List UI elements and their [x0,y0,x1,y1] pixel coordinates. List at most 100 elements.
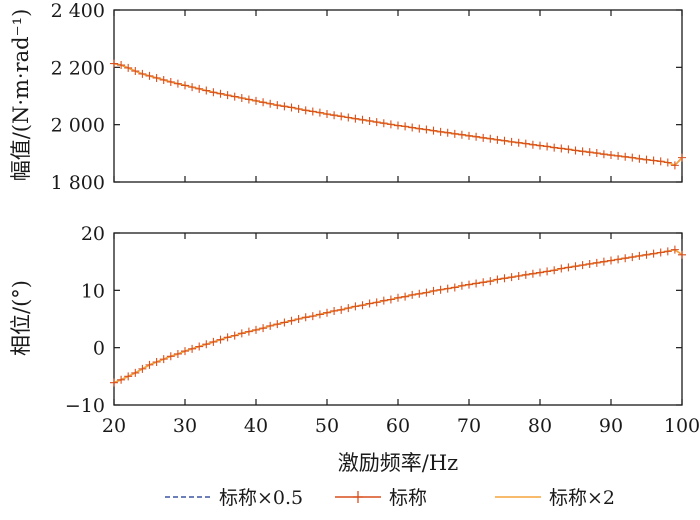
phase-series-nominal-point [571,262,580,271]
magnitude-series-nominal-point [131,67,140,76]
magnitude-series-nominal-point [138,69,147,78]
phase-series-nominal-point [635,251,644,260]
phase-series-nominal-point [216,335,225,344]
magnitude-series-nominal-point [486,134,495,143]
magnitude-series-nominal-point [550,143,559,152]
magnitude-y-tick-label: 2 400 [51,0,105,22]
x-tick-label: 70 [457,415,481,437]
phase-series-nominal-point [422,288,431,297]
phase-series-nominal-point [479,278,488,287]
phase-series-nominal-point [614,255,623,264]
phase-series-nominal-point [550,266,559,275]
magnitude-series-nominal-point [656,157,665,166]
magnitude-series-nominal-point [202,86,211,95]
magnitude-series-nominal-point [365,116,374,125]
magnitude-series-nominal-point [166,77,175,86]
magnitude-panel: 幅值/(N·m·rad⁻¹) 1 800 2 000 2 200 2 400 [9,0,686,194]
magnitude-series-nominal-point [379,119,388,128]
phase-series-nominal-point [152,358,161,366]
phase-series-nominal-point [252,325,260,334]
magnitude-series-nominal-point [607,151,615,160]
phase-series-nominal-point [507,273,516,282]
x-tick-label: 80 [528,415,552,437]
magnitude-series-nominal-point [649,156,658,165]
magnitude-series-nominal-point [308,107,317,116]
magnitude-series-nominal-point [330,111,339,120]
phase-series-nominal-point [173,349,182,358]
phase-series-nominal-point [521,270,530,279]
phase-series-nominal-point [656,248,665,257]
x-tick-label: 90 [599,415,623,437]
phase-plot-frame [113,232,683,406]
phase-y-tick-label: 0 [93,338,105,360]
magnitude-series-nominal-point [429,126,438,135]
magnitude-series-nominal-point [592,149,601,158]
magnitude-series-nominal-point [443,128,452,137]
phase-series-nominal-point [649,249,658,258]
magnitude-series-nominal-point [401,122,410,131]
magnitude-series-nominal-point [287,103,296,112]
phase-series-nominal-point [230,331,239,340]
phase-series-nominal-point [138,364,147,373]
phase-series-nominal-point [365,299,374,308]
legend-marker-nominal [353,491,363,503]
phase-series-nominal-point [181,347,189,356]
phase-series-nominal-point [131,368,140,377]
magnitude-series-nominal-point [521,139,530,148]
phase-series-nominal-point [493,275,502,284]
phase-series-nominal-point [266,321,275,330]
magnitude-series-nominal-point [642,155,651,164]
magnitude-series-nominal-point [152,73,161,82]
phase-series-nominal-point [472,279,481,288]
x-tick-label: 40 [244,415,268,437]
phase-series-nominal-point [259,324,268,333]
legend-label-nominal-x05: 标称×0.5 [219,487,303,509]
phase-series-nominal-point [642,250,651,259]
magnitude-series-nominal-point [578,147,587,156]
phase-series-nominal-point [514,272,523,280]
phase-series-nominal-point [287,316,296,325]
phase-series-nominal-point [124,372,133,381]
magnitude-series-nominal-point [436,127,445,136]
magnitude-axis-title: 幅值/(N·m·rad⁻¹) [9,9,33,182]
magnitude-series-nominal-point [323,110,331,119]
magnitude-series-nominal-point [465,131,473,140]
phase-series-nominal-point [578,261,587,270]
magnitude-y-tick-label: 2 000 [51,115,105,137]
magnitude-series-nominal-point [514,138,523,147]
phase-series-nominal-point [628,253,637,262]
magnitude-series-nominal-point [145,71,154,80]
magnitude-y-tick-label: 2 200 [51,57,105,79]
magnitude-series-nominal-point [450,129,459,138]
legend: 标称×0.5 标称 标称×2 [165,487,615,509]
magnitude-series-nominal-point [507,137,516,146]
magnitude-series-nominal-point [301,106,310,115]
phase-series-nominal-point [323,308,331,317]
phase-series-nominal-point [607,256,615,265]
magnitude-series-nominal-point [408,123,417,132]
magnitude-series-nominal-point [351,114,360,123]
phase-series-nominal-point [528,269,537,278]
phase-series-nominal-point [670,245,679,254]
phase-series-nominal-point [465,280,473,289]
phase-series-nominal-point [543,267,552,276]
magnitude-series-nominal-point [252,96,260,105]
magnitude-series-nominal-point [472,132,481,141]
magnitude-series-nominal-point [188,83,197,92]
phase-series-nominal-x05-line [113,248,683,384]
magnitude-series-nominal-point [216,89,225,98]
magnitude-series-nominal-point [635,154,644,163]
magnitude-series-nominal-point [663,158,672,167]
phase-series-nominal-point [599,257,608,266]
legend-label-nominal: 标称 [389,487,427,509]
frequency-axis-title: 激励频率/Hz [338,451,458,475]
phase-series-nominal-point [308,312,317,321]
magnitude-series-nominal-point [394,121,402,130]
phase-series-nominal-point [557,264,566,273]
magnitude-series-nominal-point [244,95,253,104]
phase-series-nominal-point [372,298,381,307]
phase-series-nominal-point [344,304,353,313]
phase-series-nominal-point [408,290,417,299]
magnitude-series-nominal-point [259,98,268,107]
